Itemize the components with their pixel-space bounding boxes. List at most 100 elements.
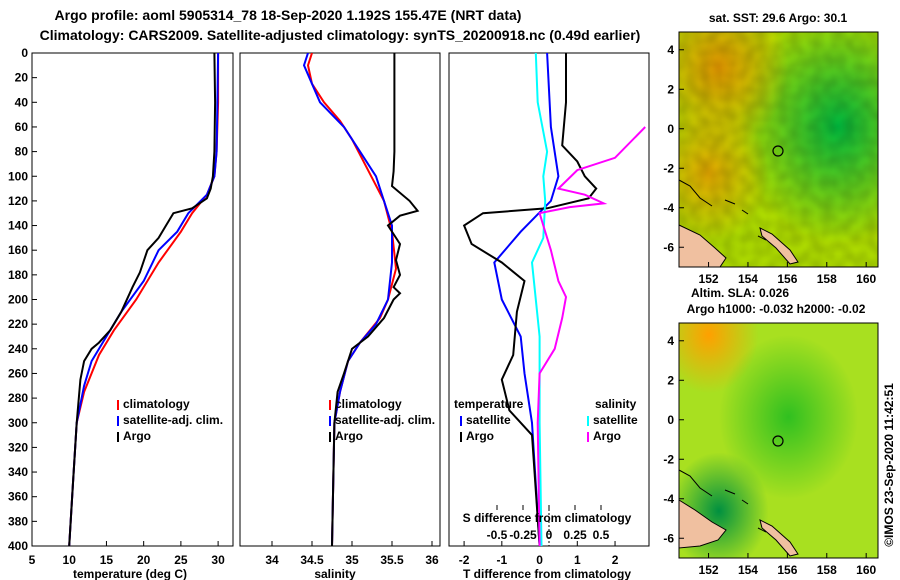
legend-argo: Argo: [335, 429, 363, 443]
y-tick-label: 160: [8, 243, 28, 257]
land-new-guinea: [678, 499, 727, 549]
land-solomons: [759, 227, 799, 265]
x-tick-label: 25: [174, 553, 188, 567]
map-x-tick-label: 158: [817, 272, 837, 286]
map-x-tick-label: 152: [699, 272, 719, 286]
series-line-0-1: [68, 53, 220, 546]
top-tick-label: -0.25: [509, 528, 537, 542]
x-tick-label: -1: [496, 553, 507, 567]
legend-s-satellite: satellite: [593, 413, 638, 427]
map-y-tick-label: -4: [663, 201, 674, 215]
y-tick-label: 400: [8, 539, 28, 553]
x-tick-label: 35: [345, 553, 359, 567]
y-tick-label: 60: [15, 120, 29, 134]
top-tick-label: 0: [546, 528, 553, 542]
series-line-2-0: [493, 53, 560, 546]
map-x-tick-label: 152: [699, 563, 719, 577]
difference-frame: [448, 52, 650, 547]
y-tick-label: 220: [8, 317, 28, 331]
y-tick-label: 380: [8, 514, 28, 528]
map-y-tick-label: 2: [667, 82, 674, 96]
legend-salinity-title: salinity: [595, 397, 637, 411]
salinity-panel: 34 34.5 35 35.5 36 salinity climatology sate…: [239, 52, 441, 580]
x-tick-label: 10: [63, 553, 77, 567]
sst-map-title: sat. SST: 29.6 Argo: 30.1: [709, 11, 848, 25]
difference-legend: temperature satellite Argo salinity sate…: [454, 397, 638, 443]
map-y-tick-label: -4: [663, 492, 674, 506]
legend-argo: Argo: [123, 429, 151, 443]
y-tick-label: 0: [21, 46, 28, 60]
x-tick-label: 35.5: [380, 553, 404, 567]
x-tick-label: 20: [137, 553, 151, 567]
legend-satellite-adj: satellite-adj. clim.: [335, 413, 435, 427]
map-x-tick-label: 156: [777, 272, 797, 286]
map-x-tick-label: 156: [777, 563, 797, 577]
y-tick-label: 320: [8, 440, 28, 454]
top-tick-label: 0.5: [593, 528, 610, 542]
map-x-tick-label: 154: [738, 563, 758, 577]
temperature-legend: climatology satellite-adj. clim. Argo: [117, 397, 223, 443]
series-line-2-1: [462, 53, 598, 546]
map-y-tick-label: -2: [663, 161, 674, 175]
y-tick-label: 100: [8, 169, 28, 183]
legend-satellite-adj: satellite-adj. clim.: [123, 413, 223, 427]
y-tick-label: 120: [8, 194, 28, 208]
top-tick-label: -0.5: [487, 528, 508, 542]
land-solomons: [759, 519, 799, 557]
series-line-2-2: [530, 53, 549, 546]
map-y-tick-label: -2: [663, 452, 674, 466]
legend-temperature-title: temperature: [454, 397, 524, 411]
y-tick-label: 140: [8, 219, 28, 233]
legend-t-satellite: satellite: [466, 413, 511, 427]
map-y-tick-label: 0: [667, 122, 674, 136]
x-tick-label: 15: [100, 553, 114, 567]
x-tick-label: 0: [536, 553, 543, 567]
y-tick-label: 180: [8, 268, 28, 282]
map-x-tick-label: 160: [856, 272, 876, 286]
x-tick-label: 1: [574, 553, 581, 567]
series-line-2-3: [536, 126, 646, 546]
x-tick-label: 36: [425, 553, 439, 567]
temperature-frame: [31, 52, 234, 547]
argo-marker: [772, 435, 784, 447]
y-tick-label: 260: [8, 366, 28, 380]
sla-map-title-1: Altim. SLA: 0.026: [691, 286, 789, 300]
sla-map-panel: Altim. SLA: 0.026 Argo h1000: -0.032 h20…: [663, 286, 879, 577]
salinity-xlabel: salinity: [314, 567, 356, 580]
y-tick-label: 340: [8, 465, 28, 479]
series-line-0-2: [68, 53, 217, 546]
y-tick-label: 300: [8, 416, 28, 430]
temperature-xlabel: temperature (deg C): [73, 567, 187, 580]
x-tick-label: 30: [211, 553, 225, 567]
map-x-tick-label: 158: [817, 563, 837, 577]
argo-marker: [772, 145, 784, 157]
top-axis-label: S difference from climatology: [463, 511, 632, 525]
legend-climatology: climatology: [123, 397, 190, 411]
difference-xlabel: T difference from climatology: [463, 567, 631, 580]
y-tick-label: 80: [15, 145, 29, 159]
legend-s-argo: Argo: [593, 429, 621, 443]
coastline: [678, 179, 767, 241]
coastline: [678, 469, 767, 533]
sst-map-panel: sat. SST: 29.6 Argo: 30.1 152 154 156 158 16…: [663, 11, 879, 286]
map-y-tick-label: 4: [667, 43, 674, 57]
legend-climatology: climatology: [335, 397, 402, 411]
map-x-tick-label: 160: [856, 563, 876, 577]
difference-panel: -2 -1 0 1 2 S difference from climatology -0…: [448, 52, 650, 580]
x-tick-label: 34.5: [300, 553, 324, 567]
map-y-tick-label: -6: [663, 240, 674, 254]
x-tick-label: -2: [459, 553, 470, 567]
map-y-tick-label: 4: [667, 334, 674, 348]
title-line-1: Argo profile: aoml 5905314_78 18-Sep-202…: [55, 7, 522, 23]
legend-t-argo: Argo: [466, 429, 494, 443]
temperature-panel: 0 20 40 60 80 100 120 140 160 180 200 220 240 260 280 3…: [8, 46, 453, 580]
map-y-tick-label: 0: [667, 413, 674, 427]
sla-dark-patch: [679, 323, 878, 558]
series-line-1-2: [331, 53, 420, 546]
map-x-tick-label: 154: [738, 272, 758, 286]
y-tick-label: 20: [15, 71, 29, 85]
sla-map-frame: [678, 322, 879, 559]
sla-map-title-2: Argo h1000: -0.032 h2000: -0.02: [687, 302, 866, 316]
x-tick-label: 34: [265, 553, 279, 567]
